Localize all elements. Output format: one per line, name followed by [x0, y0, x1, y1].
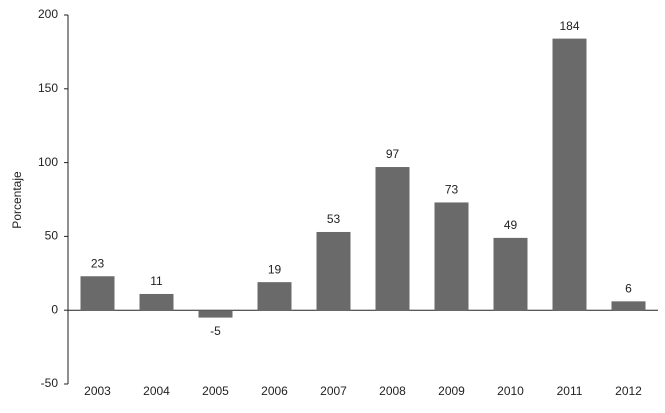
data-label: 19 [268, 262, 282, 276]
bar [139, 293, 174, 311]
x-tick-label: 2004 [143, 384, 170, 398]
data-label: 6 [625, 282, 632, 296]
bar [552, 38, 587, 311]
bar [316, 231, 351, 311]
x-tick-label: 2006 [261, 384, 288, 398]
y-tick-label: -50 [41, 376, 59, 390]
y-tick-label: 100 [38, 155, 58, 169]
x-tick-label: 2012 [615, 384, 642, 398]
x-tick-label: 2005 [202, 384, 229, 398]
data-label: 11 [150, 274, 163, 288]
bar [375, 167, 410, 311]
x-tick-label: 2007 [320, 384, 347, 398]
x-tick-label: 2003 [84, 384, 111, 398]
y-axis-label: Porcentaje [10, 171, 24, 229]
data-label: 97 [386, 147, 400, 161]
x-tick-label: 2008 [379, 384, 406, 398]
data-label: 53 [327, 212, 341, 226]
y-tick-label: 0 [51, 302, 58, 316]
x-tick-label: 2009 [438, 384, 465, 398]
y-tick-label: 150 [38, 81, 58, 95]
bar [80, 276, 115, 311]
bar [198, 310, 233, 318]
data-label: 184 [559, 19, 579, 33]
bar [611, 301, 646, 311]
x-tick-label: 2011 [557, 384, 583, 398]
y-tick-label: 50 [45, 229, 59, 243]
bar [493, 237, 528, 311]
y-tick-label: 200 [38, 7, 58, 21]
data-label: 73 [445, 183, 459, 197]
data-label: 49 [504, 218, 518, 232]
bar [434, 202, 469, 311]
data-label: -5 [210, 324, 221, 338]
x-tick-label: 2010 [497, 384, 524, 398]
data-label: 23 [91, 256, 105, 270]
bar [257, 282, 292, 311]
